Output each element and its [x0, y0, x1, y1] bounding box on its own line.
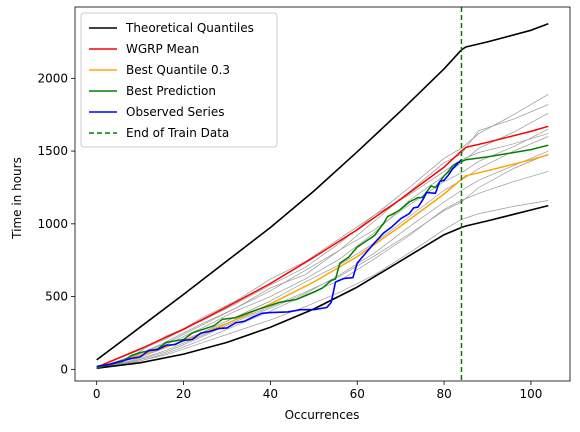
simulation-line-5 [96, 133, 549, 368]
x-tick-label: 80 [436, 387, 451, 401]
best-prediction-line [96, 144, 549, 369]
x-tick-label: 0 [93, 387, 101, 401]
simulation-line-7 [96, 171, 549, 369]
y-axis-label: Time in hours [10, 157, 24, 240]
y-tick-label: 500 [45, 290, 68, 304]
legend-label-end-of-train-data: End of Train Data [126, 126, 229, 140]
observed-series-line [96, 159, 462, 368]
legend-label-best-quantile-0-3: Best Quantile 0.3 [126, 63, 230, 77]
y-tick-label: 1000 [37, 217, 68, 231]
y-tick-label: 1500 [37, 144, 68, 158]
simulation-line-9 [96, 153, 549, 369]
axes-frame [74, 6, 571, 382]
plot-area [96, 7, 549, 381]
legend-label-wgrp-mean: WGRP Mean [126, 42, 199, 56]
x-tick-label: 100 [519, 387, 542, 401]
simulation-line-6 [96, 150, 549, 369]
x-axis-label: Occurrences [285, 408, 360, 422]
x-tick-label: 60 [350, 387, 365, 401]
best-quantile-0-3-line [96, 153, 549, 369]
legend-label-observed-series: Observed Series [126, 105, 224, 119]
y-tick-label: 0 [60, 362, 68, 376]
legend-box [80, 12, 278, 148]
x-tick-label: 20 [176, 387, 191, 401]
plot-series-group [96, 7, 549, 381]
legend: Theoretical Quantiles WGRP Mean Best Quant… [80, 12, 278, 148]
legend-label-theoretical-quantiles: Theoretical Quantiles [125, 21, 254, 35]
simulation-line-8 [96, 200, 549, 370]
wgrp-mean-line [96, 125, 549, 368]
simulation-line-3 [96, 112, 549, 369]
legend-label-best-prediction: Best Prediction [126, 84, 216, 98]
theoretical-quantiles-line-lower [96, 204, 549, 369]
theoretical-quantiles-line [96, 22, 549, 361]
simulation-line-10 [96, 128, 549, 369]
y-tick-label: 2000 [37, 71, 68, 85]
x-tick-label: 40 [263, 387, 278, 401]
